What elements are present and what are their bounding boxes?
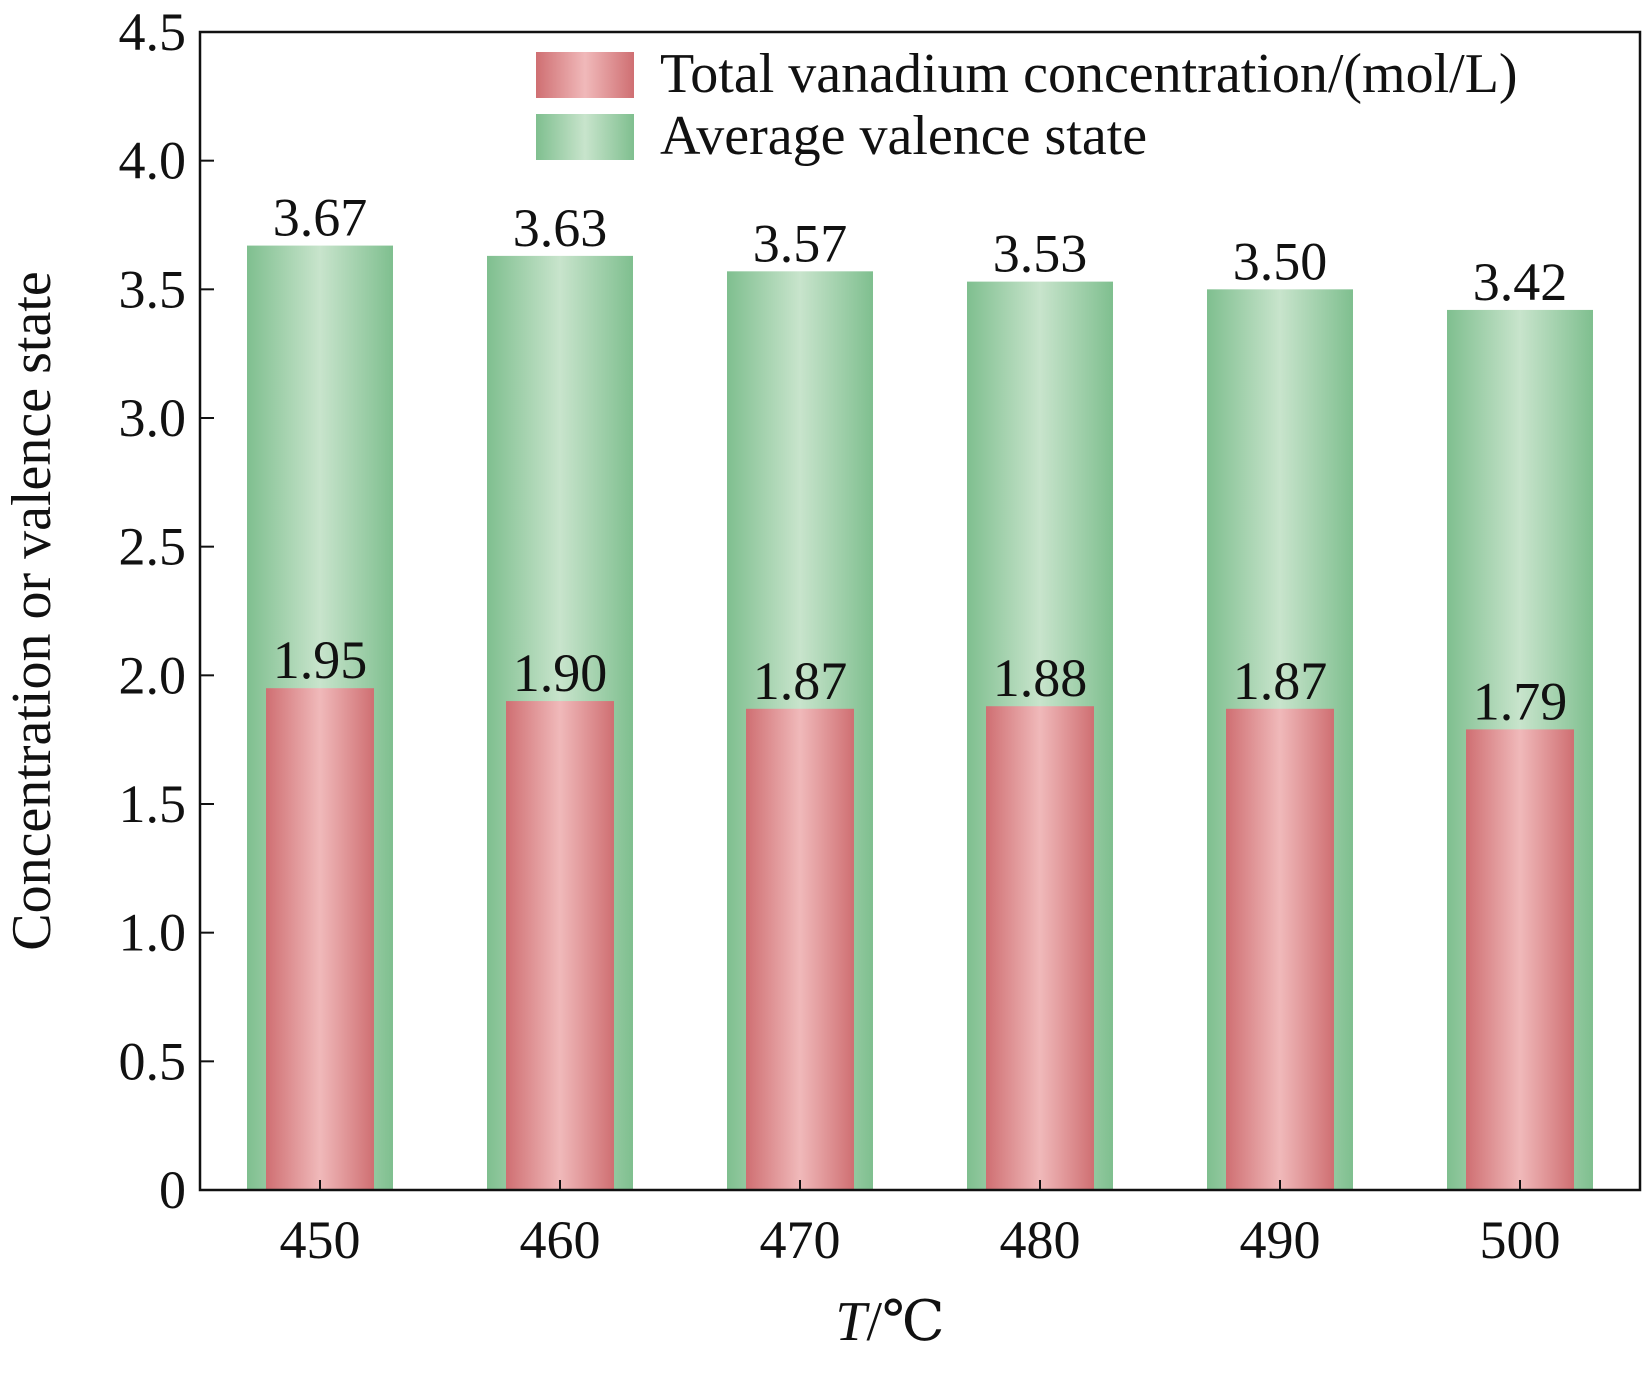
data-label-average-valence-490: 3.50 bbox=[1233, 231, 1328, 291]
x-axis-title-variable: T bbox=[835, 1291, 870, 1353]
data-label-average-valence-470: 3.57 bbox=[753, 213, 848, 273]
data-label-average-valence-500: 3.42 bbox=[1473, 252, 1568, 312]
y-tick-label-0: 0 bbox=[159, 1160, 186, 1220]
y-tick-label-1.5: 1.5 bbox=[119, 774, 187, 834]
y-tick-label-1.0: 1.0 bbox=[119, 903, 187, 963]
bar-total-vanadium-480 bbox=[986, 706, 1094, 1190]
legend-swatch-total-vanadium bbox=[536, 52, 634, 98]
y-tick-label-2.5: 2.5 bbox=[119, 517, 187, 577]
y-tick-label-3.0: 3.0 bbox=[119, 388, 187, 448]
legend-swatch-average-valence bbox=[536, 114, 634, 160]
data-label-total-vanadium-480: 1.88 bbox=[993, 648, 1088, 708]
bar-total-vanadium-450 bbox=[266, 688, 374, 1190]
x-tick-label-500: 500 bbox=[1480, 1210, 1561, 1270]
data-label-total-vanadium-490: 1.87 bbox=[1233, 651, 1328, 711]
y-tick-label-3.5: 3.5 bbox=[119, 259, 187, 319]
data-label-total-vanadium-450: 1.95 bbox=[273, 630, 368, 690]
legend-label-average-valence: Average valence state bbox=[660, 105, 1147, 167]
x-tick-label-470: 470 bbox=[760, 1210, 841, 1270]
bars-layer bbox=[247, 245, 1593, 1190]
x-axis-title-unit: /℃ bbox=[866, 1291, 944, 1353]
bar-total-vanadium-490 bbox=[1226, 708, 1334, 1190]
data-label-average-valence-450: 3.67 bbox=[273, 188, 368, 248]
legend: Total vanadium concentration/(mol/L)Aver… bbox=[536, 43, 1518, 167]
y-tick-label-0.5: 0.5 bbox=[119, 1031, 187, 1091]
data-label-total-vanadium-460: 1.90 bbox=[513, 643, 608, 703]
legend-label-total-vanadium: Total vanadium concentration/(mol/L) bbox=[660, 43, 1518, 105]
y-tick-label-4.5: 4.5 bbox=[119, 2, 187, 62]
x-axis-title: T/℃ bbox=[835, 1291, 944, 1353]
x-tick-label-490: 490 bbox=[1240, 1210, 1321, 1270]
y-tick-label-2.0: 2.0 bbox=[119, 645, 187, 705]
bar-total-vanadium-460 bbox=[506, 701, 614, 1190]
data-label-total-vanadium-500: 1.79 bbox=[1473, 671, 1568, 731]
bar-total-vanadium-500 bbox=[1466, 729, 1574, 1190]
y-tick-label-4.0: 4.0 bbox=[119, 131, 187, 191]
x-tick-label-460: 460 bbox=[520, 1210, 601, 1270]
plot-frame bbox=[198, 30, 1642, 1192]
x-tick-label-480: 480 bbox=[1000, 1210, 1081, 1270]
bar-total-vanadium-470 bbox=[746, 708, 854, 1190]
y-axis-title: Concentration or valence state bbox=[1, 271, 63, 951]
data-label-average-valence-480: 3.53 bbox=[993, 224, 1088, 284]
data-labels-layer: 3.67 1.95 3.63 1.90 3.57 1.87 3.53 1.88 3.50 1.87… bbox=[273, 188, 1568, 732]
data-label-total-vanadium-470: 1.87 bbox=[753, 651, 848, 711]
x-tick-label-450: 450 bbox=[280, 1210, 361, 1270]
data-label-average-valence-460: 3.63 bbox=[513, 198, 608, 258]
